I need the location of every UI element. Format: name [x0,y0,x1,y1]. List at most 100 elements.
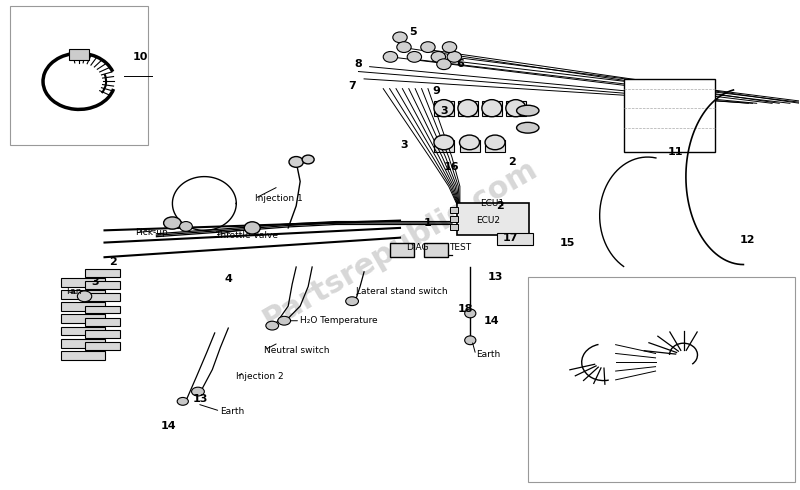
Bar [61,290,105,299]
Bar [450,207,458,213]
Bar [460,140,480,152]
Ellipse shape [266,321,278,330]
Bar [434,101,454,116]
Ellipse shape [506,99,526,117]
Text: 14: 14 [161,421,176,431]
Text: 11: 11 [668,147,683,157]
Bar [85,318,121,326]
Bar [61,315,105,323]
Text: Injection 1: Injection 1 [254,194,302,203]
Text: Earth: Earth [220,407,245,416]
Text: Partsrepublic.com: Partsrepublic.com [258,154,542,336]
Text: 18: 18 [458,303,474,314]
Bar [390,243,414,257]
Bar [450,216,458,221]
Bar [528,277,795,482]
Ellipse shape [431,51,446,62]
Text: 14: 14 [484,316,500,326]
Text: Neutral switch: Neutral switch [264,345,330,355]
Text: 9: 9 [432,86,440,96]
Bar [61,351,105,360]
Text: 16: 16 [444,162,460,172]
Text: 3: 3 [440,106,448,116]
Text: 12: 12 [740,235,755,245]
Bar [482,101,502,116]
Text: ECU2: ECU2 [476,216,500,225]
Ellipse shape [465,309,476,318]
Ellipse shape [164,217,181,229]
Ellipse shape [437,59,451,70]
Text: Throttle valve: Throttle valve [214,231,278,240]
Text: 3: 3 [91,277,98,287]
Text: Earth: Earth [476,350,500,360]
Text: Injection 2: Injection 2 [236,372,284,381]
Text: H₂O Temperature: H₂O Temperature [300,316,378,325]
Ellipse shape [465,336,476,344]
Bar [424,243,448,257]
Text: ECU1: ECU1 [480,199,504,208]
Ellipse shape [383,51,398,62]
Bar [61,339,105,347]
Bar [458,101,478,116]
Bar [506,101,526,116]
Ellipse shape [346,297,358,306]
Ellipse shape [177,397,188,405]
Ellipse shape [482,99,502,117]
Ellipse shape [407,51,422,62]
Bar [486,140,506,152]
Text: 6: 6 [456,59,464,69]
Ellipse shape [421,42,435,52]
Bar [498,233,534,245]
Bar [624,79,715,152]
Bar [85,342,121,350]
Text: 2: 2 [496,201,504,211]
Text: 5: 5 [409,27,417,37]
Text: Pick-up: Pick-up [135,228,168,237]
Ellipse shape [397,42,411,52]
Bar [434,140,454,152]
Ellipse shape [517,122,539,133]
Text: DIAG: DIAG [406,243,429,252]
Text: 3: 3 [400,140,408,150]
Bar [61,302,105,311]
Text: 2: 2 [109,257,116,267]
Bar [85,330,121,338]
Bar [85,281,121,289]
Text: 4: 4 [224,274,232,284]
Text: 13: 13 [193,394,208,404]
Bar [450,224,458,230]
Bar [10,5,149,145]
Ellipse shape [78,291,92,302]
Ellipse shape [302,155,314,164]
Text: Lateral stand switch: Lateral stand switch [356,287,448,296]
Bar [85,306,121,314]
Text: 13: 13 [488,272,503,282]
Bar [69,49,90,60]
Ellipse shape [447,51,462,62]
Bar [61,278,105,287]
Ellipse shape [485,135,505,150]
Text: 10: 10 [133,52,148,62]
Ellipse shape [434,135,454,150]
Ellipse shape [244,222,260,234]
Bar [85,294,121,301]
Ellipse shape [393,32,407,43]
Ellipse shape [517,105,539,116]
Bar [85,269,121,277]
Text: 7: 7 [348,81,356,91]
Text: 1: 1 [424,218,432,228]
Text: 8: 8 [354,59,362,69]
Text: Fan: Fan [66,287,82,296]
Bar [458,203,530,235]
Bar [61,327,105,335]
Ellipse shape [278,317,290,325]
Text: 2: 2 [508,157,516,167]
Text: TEST: TEST [450,243,472,252]
Ellipse shape [434,99,454,117]
Text: 17: 17 [502,233,518,243]
Ellipse shape [191,387,204,396]
Ellipse shape [442,42,457,52]
Text: 15: 15 [560,238,575,247]
Ellipse shape [458,99,478,117]
Ellipse shape [459,135,479,150]
